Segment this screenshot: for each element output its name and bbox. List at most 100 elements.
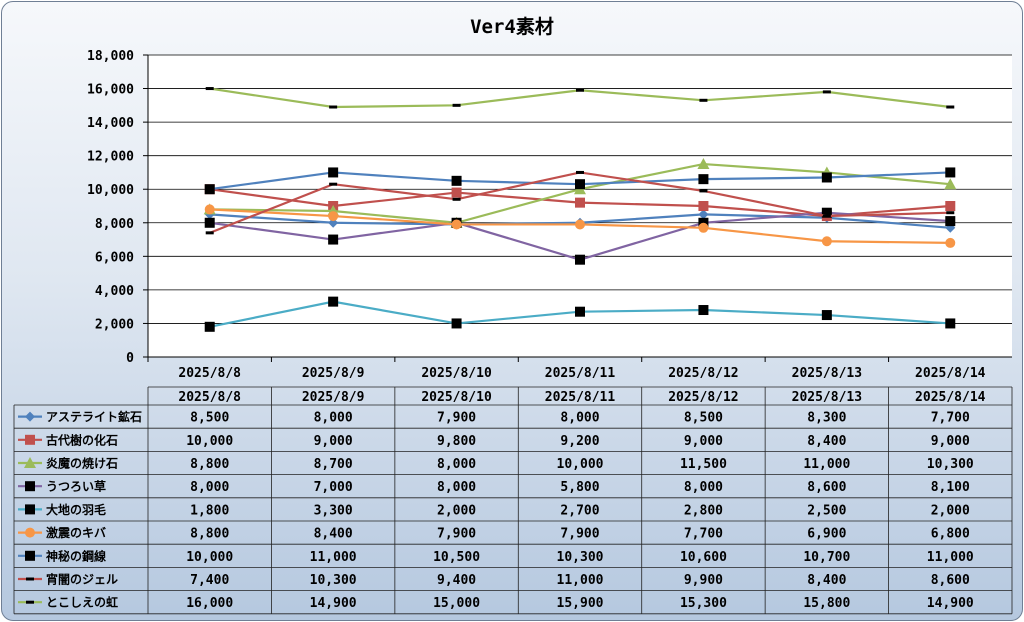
data-point	[25, 481, 35, 492]
legend-key	[18, 457, 42, 468]
legend-label: 宵闇のジェル	[46, 572, 118, 587]
table-cell: 10,300	[927, 457, 974, 472]
table-cell: 9,000	[931, 434, 970, 449]
table-cell: 8,800	[190, 457, 229, 472]
table-cell: 11,000	[310, 550, 357, 565]
data-point	[25, 527, 35, 538]
data-point	[452, 197, 461, 201]
x-tick-label: 2025/8/8	[178, 366, 241, 381]
data-point	[699, 189, 708, 193]
series-7	[204, 167, 956, 195]
table-cell: 2,800	[684, 503, 723, 518]
table-cell: 7,900	[437, 411, 476, 426]
data-point	[329, 182, 338, 186]
data-point	[946, 211, 955, 215]
legend-key	[18, 550, 42, 561]
legend-key	[18, 527, 42, 538]
table-cell: 9,200	[560, 434, 599, 449]
y-tick-label: 4,000	[95, 284, 134, 299]
table-row: 古代樹の化石 10,000 9,000 9,800 9,200 9,000 8,400 9,0…	[18, 432, 970, 449]
data-point	[452, 103, 461, 107]
legend-label: 古代樹の化石	[46, 432, 118, 447]
table-cell: 10,500	[433, 550, 480, 565]
table-cell: 2,000	[437, 503, 476, 518]
table-cell: 8,000	[314, 411, 353, 426]
data-point	[25, 411, 35, 422]
legend-label: アステライト鉱石	[46, 409, 142, 424]
x-tick-label: 2025/8/12	[668, 366, 738, 381]
data-point	[945, 201, 956, 211]
table-cell: 7,400	[190, 573, 229, 588]
data-point	[205, 87, 214, 91]
table-cell: 8,500	[684, 411, 723, 426]
table-row: とこしえの虹 16,000 14,900 15,000 15,900 15,300 15,8…	[18, 595, 974, 611]
data-point	[26, 600, 34, 604]
data-point	[698, 174, 709, 185]
data-point	[821, 207, 832, 218]
table-cell: 8,100	[931, 480, 970, 495]
table-cell: 8,000	[560, 411, 599, 426]
table-cell: 8,000	[190, 480, 229, 495]
data-point	[822, 214, 831, 218]
y-tick-label: 16,000	[87, 83, 134, 98]
table-cell: 10,000	[186, 434, 233, 449]
table-cell: 9,000	[314, 434, 353, 449]
table-cell: 10,700	[803, 550, 850, 565]
legend-key	[18, 481, 42, 492]
table-cell: 15,000	[433, 596, 480, 611]
table-cell: 2,500	[807, 503, 846, 518]
table-cell: 8,400	[807, 434, 846, 449]
legend-label: とこしえの虹	[46, 595, 118, 610]
data-point	[328, 211, 339, 222]
data-point	[945, 167, 956, 178]
table-cell: 2,000	[931, 503, 970, 518]
table-row: 宵闇のジェル 7,400 10,300 9,400 11,000 9,900 8,400 8,…	[18, 572, 970, 588]
data-point	[204, 204, 215, 215]
legend-label: 神秘の鋼線	[46, 548, 106, 563]
table-cell: 10,600	[680, 550, 727, 565]
table-cell: 7,700	[684, 527, 723, 542]
table-row: 神秘の鋼線 10,000 11,000 10,500 10,300 10,600 10,70…	[18, 548, 974, 565]
data-point	[25, 434, 35, 445]
data-point	[821, 310, 832, 321]
series-8	[205, 170, 955, 235]
data-point	[328, 234, 339, 245]
table-row: 大地の羽毛 1,800 3,300 2,000 2,700 2,800 2,500 2,000	[18, 502, 970, 518]
data-point	[822, 90, 831, 94]
data-point	[26, 577, 34, 581]
table-cell: 15,300	[680, 596, 727, 611]
data-point	[576, 170, 584, 174]
table-header-cell: 2025/8/14	[915, 390, 986, 405]
table-cell: 8,000	[437, 480, 476, 495]
table-cell: 1,800	[190, 503, 229, 518]
table-cell: 7,000	[314, 480, 353, 495]
table-cell: 8,000	[437, 457, 476, 472]
series-6	[204, 204, 956, 248]
table-cell: 9,000	[684, 434, 723, 449]
table-row: うつろい草 8,000 7,000 8,000 5,800 8,000 8,600 8,100	[18, 479, 970, 495]
table-cell: 2,700	[560, 503, 599, 518]
data-point	[204, 184, 215, 195]
x-tick-label: 2025/8/9	[302, 366, 365, 381]
table-cell: 14,900	[927, 596, 974, 611]
table-cell: 16,000	[186, 596, 233, 611]
y-tick-label: 6,000	[95, 250, 134, 265]
data-point	[575, 197, 585, 208]
table-cell: 8,600	[807, 480, 846, 495]
table-cell: 8,400	[314, 527, 353, 542]
series-9	[205, 87, 955, 109]
legend-label: 炎魔の焼け石	[46, 456, 118, 471]
table-cell: 10,300	[557, 550, 604, 565]
table-cell: 15,900	[557, 596, 604, 611]
data-point	[821, 236, 832, 247]
table-cell: 11,000	[803, 457, 850, 472]
table-header-cell: 2025/8/12	[668, 390, 738, 405]
data-point	[698, 201, 709, 211]
data-point	[205, 231, 214, 235]
table-cell: 14,900	[310, 596, 357, 611]
data-point	[575, 219, 585, 230]
y-tick-label: 18,000	[87, 49, 134, 64]
y-tick-label: 0	[126, 351, 134, 366]
data-point	[698, 217, 709, 228]
